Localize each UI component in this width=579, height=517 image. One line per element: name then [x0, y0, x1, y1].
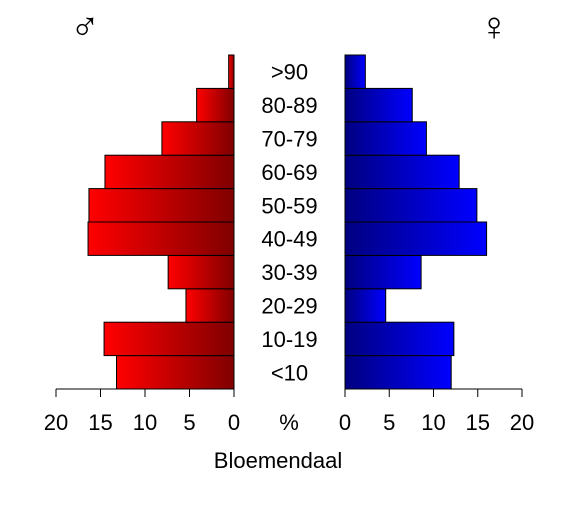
age-label-3: 30-39: [261, 260, 317, 285]
female-bar-0: [344, 355, 452, 390]
female-bar-7: [344, 121, 427, 156]
male-bar-7: [161, 121, 235, 156]
female-bar-4: [344, 221, 488, 256]
male-bars: [87, 54, 235, 390]
female-symbol-icon: ♀: [479, 5, 509, 49]
unit-label: %: [279, 410, 299, 435]
age-label-2: 20-29: [261, 294, 317, 319]
age-label-5: 50-59: [261, 193, 317, 218]
female-bar-2: [344, 288, 387, 323]
age-label-1: 10-19: [261, 327, 317, 352]
male-bar-1: [103, 321, 235, 357]
male-bar-2: [185, 288, 235, 323]
right-tick-label-3: 15: [466, 410, 490, 435]
right-tick-label-4: 20: [510, 410, 534, 435]
age-label-7: 70-79: [261, 127, 317, 152]
female-bar-9: [344, 54, 366, 89]
age-label-6: 60-69: [261, 160, 317, 185]
male-symbol-icon: ♂: [70, 5, 100, 49]
female-bar-8: [344, 87, 413, 123]
right-x-axis: 0 5 10 15 20: [339, 388, 534, 435]
female-bar-6: [344, 154, 460, 190]
left-tick-label-4: 0: [228, 410, 240, 435]
male-bar-0: [116, 355, 235, 390]
age-label-4: 40-49: [261, 227, 317, 252]
right-tick-label-1: 5: [383, 410, 395, 435]
age-group-labels: <10 10-19 20-29 30-39 40-49 50-59 60-69 70-79 80…: [261, 60, 317, 386]
left-tick-label-2: 10: [133, 410, 157, 435]
left-tick-label-3: 5: [183, 410, 195, 435]
left-tick-label-0: 20: [44, 410, 68, 435]
female-bar-1: [344, 321, 455, 357]
left-tick-label-1: 15: [88, 410, 112, 435]
left-x-axis: 20 15 10 5 0: [44, 388, 240, 435]
male-bar-5: [88, 188, 235, 223]
female-bar-3: [344, 254, 422, 290]
right-tick-label-2: 10: [421, 410, 445, 435]
female-bar-5: [344, 188, 478, 223]
male-bar-9: [228, 54, 235, 89]
right-tick-label-0: 0: [339, 410, 351, 435]
male-bar-8: [196, 87, 235, 123]
male-bar-6: [104, 154, 235, 190]
age-label-0: <10: [271, 360, 308, 385]
chart-xlabel: Bloemendaal: [214, 448, 342, 473]
age-label-9: >90: [271, 60, 308, 85]
male-bar-4: [87, 221, 235, 256]
age-label-8: 80-89: [261, 93, 317, 118]
male-bar-3: [167, 254, 235, 290]
female-bars: [344, 54, 488, 390]
